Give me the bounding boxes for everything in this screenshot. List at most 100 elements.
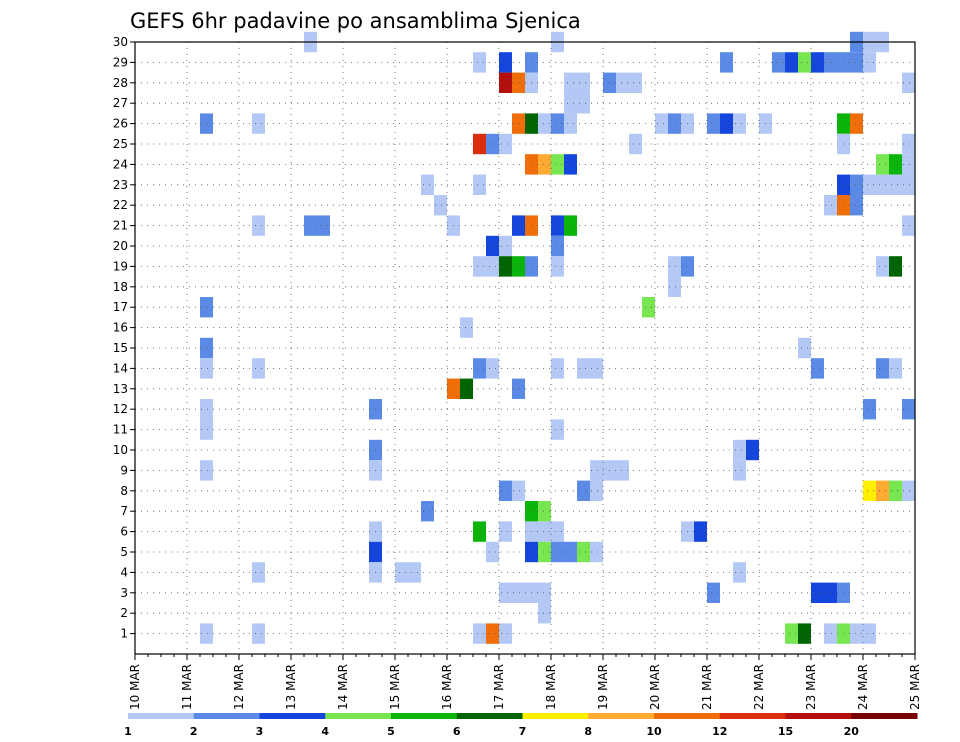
legend-label: 5 bbox=[387, 725, 395, 738]
heatmap-cell bbox=[460, 317, 473, 338]
heatmap-cell bbox=[538, 521, 551, 542]
heatmap-cell bbox=[850, 113, 863, 134]
heatmap-cell bbox=[863, 52, 876, 73]
heatmap-cell bbox=[642, 297, 655, 318]
heatmap-cell bbox=[252, 358, 265, 379]
heatmap-cell bbox=[733, 460, 746, 481]
heatmap-cell bbox=[473, 52, 486, 73]
heatmap-cell bbox=[889, 154, 902, 175]
heatmap-cell bbox=[499, 133, 512, 155]
y-axis: 1234567891011121314151617181920212223242… bbox=[113, 35, 135, 641]
heatmap-cell bbox=[499, 623, 512, 644]
heatmap-cell bbox=[200, 337, 213, 359]
heatmap-cell bbox=[668, 276, 681, 297]
heatmap-cell bbox=[499, 52, 512, 73]
heatmap-cell bbox=[200, 623, 213, 644]
heatmap-cell bbox=[512, 378, 525, 399]
heatmap-cell bbox=[629, 133, 642, 155]
heatmap-cell bbox=[564, 154, 577, 175]
heatmap-cell bbox=[486, 541, 499, 563]
heatmap-cell bbox=[876, 480, 889, 501]
y-tick-label: 17 bbox=[113, 300, 128, 314]
heatmap-cell bbox=[577, 358, 590, 379]
heatmap-cell bbox=[577, 93, 590, 114]
y-tick-label: 5 bbox=[120, 545, 128, 559]
heatmap-cell bbox=[798, 52, 811, 73]
heatmap-cell bbox=[629, 72, 642, 93]
heatmap-cell bbox=[655, 113, 668, 134]
heatmap-cell bbox=[486, 133, 499, 155]
x-tick-label: 25 MAR bbox=[908, 664, 922, 710]
heatmap-cell bbox=[590, 460, 603, 481]
heatmap-cell bbox=[421, 501, 434, 522]
y-tick-label: 9 bbox=[120, 463, 128, 477]
heatmap-cell bbox=[772, 52, 785, 73]
heatmap-cell bbox=[577, 72, 590, 93]
legend-swatch bbox=[654, 713, 721, 719]
heatmap-cell bbox=[499, 235, 512, 257]
y-tick-label: 8 bbox=[120, 484, 128, 498]
heatmap-cell bbox=[876, 256, 889, 277]
heatmap-cell bbox=[902, 480, 915, 501]
heatmap-cell bbox=[512, 582, 525, 603]
legend-label: 20 bbox=[844, 725, 860, 738]
heatmap-cell bbox=[590, 541, 603, 563]
y-tick-label: 19 bbox=[113, 259, 128, 273]
heatmap-cell bbox=[200, 358, 213, 379]
y-tick-label: 16 bbox=[113, 321, 128, 335]
y-tick-label: 20 bbox=[113, 239, 128, 253]
y-tick-label: 29 bbox=[113, 55, 128, 69]
legend-swatch bbox=[456, 713, 523, 719]
heatmap-cell bbox=[850, 174, 863, 195]
y-tick-label: 6 bbox=[120, 525, 128, 539]
legend-label: 12 bbox=[712, 725, 727, 738]
x-tick-label: 19 MAR bbox=[596, 664, 610, 710]
heatmap-cell bbox=[824, 623, 837, 644]
heatmap-cell bbox=[252, 113, 265, 134]
heatmap-cell bbox=[889, 256, 902, 277]
heatmap-cell bbox=[902, 215, 915, 236]
heatmap-cell bbox=[473, 623, 486, 644]
heatmap-cell bbox=[512, 113, 525, 134]
heatmap-cell bbox=[499, 480, 512, 501]
x-axis: 10 MAR 11 MAR 12 MAR 13 MAR 14 MAR 15 MAR 16 M… bbox=[128, 654, 922, 710]
legend-label: 8 bbox=[584, 725, 592, 738]
heatmap-cell bbox=[577, 541, 590, 563]
heatmap-cell bbox=[746, 439, 759, 461]
legend-label: 7 bbox=[519, 725, 527, 738]
heatmap-cell bbox=[538, 113, 551, 134]
legend-swatch bbox=[193, 713, 260, 719]
heatmap-cell bbox=[252, 215, 265, 236]
heatmap-cell bbox=[564, 113, 577, 134]
heatmap-cell bbox=[863, 623, 876, 644]
x-tick-label: 11 MAR bbox=[180, 664, 194, 710]
heatmap-cell bbox=[850, 195, 863, 216]
heatmap-cell bbox=[889, 480, 902, 501]
y-tick-label: 3 bbox=[120, 586, 128, 600]
heatmap-cell bbox=[616, 72, 629, 93]
heatmap-cell bbox=[551, 541, 564, 563]
heatmap-cell bbox=[902, 133, 915, 155]
heatmap-cell bbox=[668, 113, 681, 134]
y-tick-label: 24 bbox=[113, 157, 128, 171]
heatmap-cell bbox=[473, 174, 486, 195]
heatmap-cell bbox=[486, 358, 499, 379]
legend-label: 4 bbox=[321, 725, 329, 738]
heatmap-cell bbox=[811, 582, 824, 603]
heatmap-cell bbox=[486, 256, 499, 277]
heatmap-cell bbox=[733, 439, 746, 461]
heatmap-cell bbox=[590, 480, 603, 501]
y-tick-label: 14 bbox=[113, 361, 128, 375]
heatmap-cell bbox=[889, 174, 902, 195]
y-tick-label: 25 bbox=[113, 137, 128, 151]
heatmap-cell bbox=[200, 399, 213, 420]
heatmap-cell bbox=[798, 623, 811, 644]
y-tick-label: 21 bbox=[113, 219, 128, 233]
heatmap-cell bbox=[720, 113, 733, 134]
heatmap-cell bbox=[889, 358, 902, 379]
y-tick-label: 4 bbox=[120, 565, 128, 579]
y-tick-label: 12 bbox=[113, 402, 128, 416]
heatmap-cell bbox=[590, 358, 603, 379]
heatmap-cell bbox=[668, 256, 681, 277]
